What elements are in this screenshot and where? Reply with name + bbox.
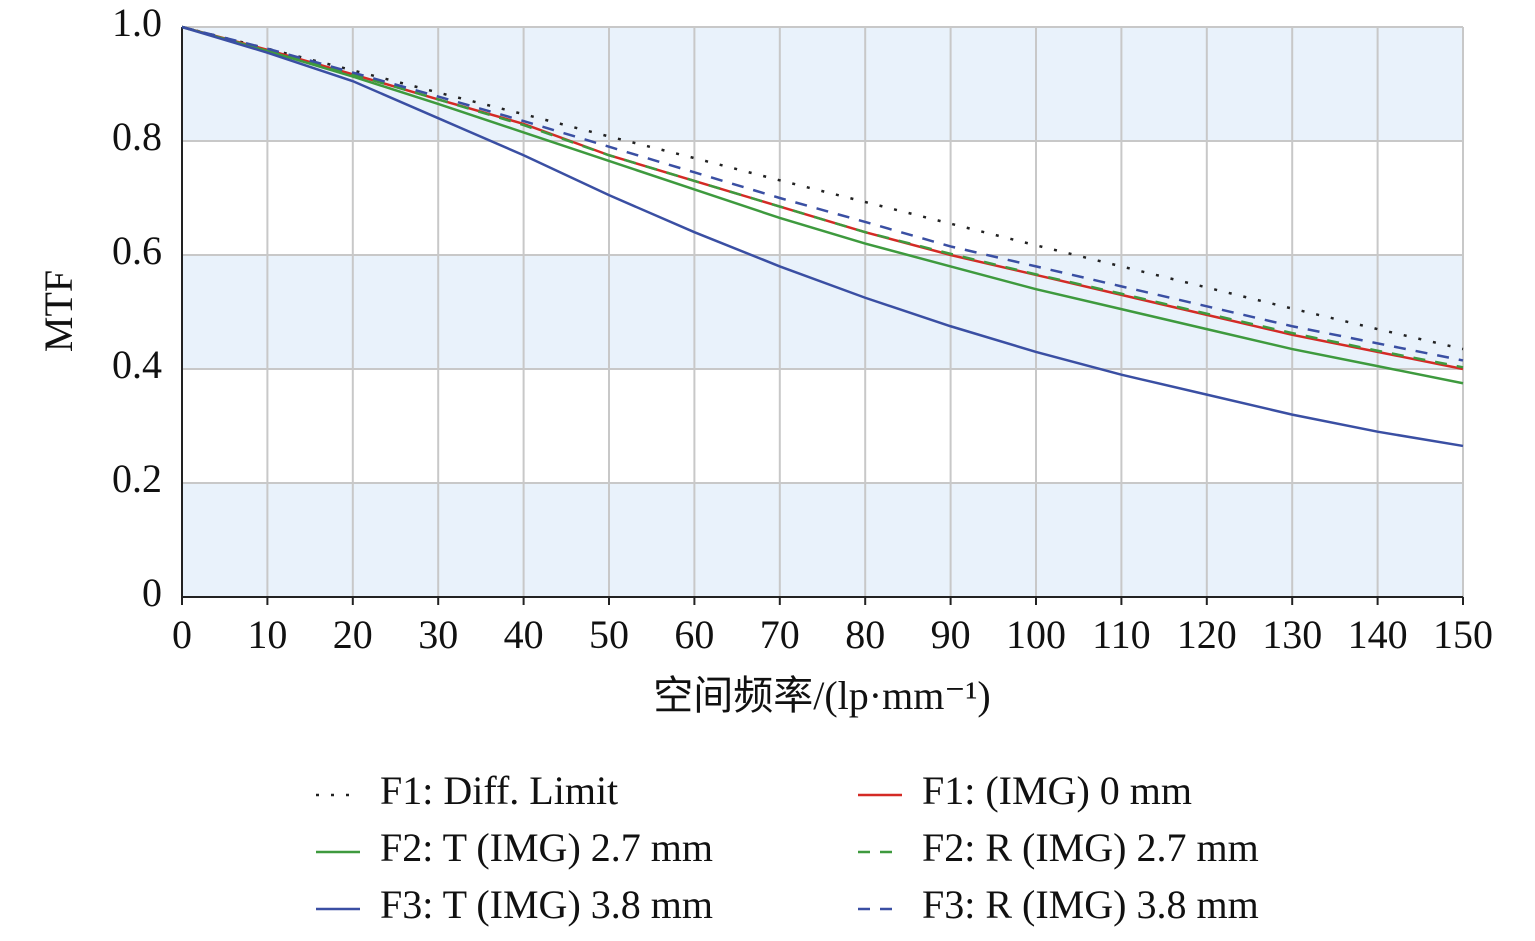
x-axis-label: 空间频率/(lp·mm⁻¹) xyxy=(653,673,991,718)
series-line xyxy=(181,25,1464,385)
x-tick-label: 80 xyxy=(845,612,885,657)
y-tick-label: 0.6 xyxy=(112,228,162,273)
x-tick-label: 0 xyxy=(172,612,192,657)
x-tick-label: 50 xyxy=(589,612,629,657)
x-tick-label: 110 xyxy=(1092,612,1151,657)
y-tick-label: 0.8 xyxy=(112,114,162,159)
x-tick-label: 70 xyxy=(760,612,800,657)
x-tick-label: 60 xyxy=(674,612,714,657)
x-tick-label: 140 xyxy=(1348,612,1408,657)
legend-label: F1: Diff. Limit xyxy=(380,768,618,813)
band xyxy=(182,483,1463,597)
series-line xyxy=(181,25,1464,351)
x-tick-label: 30 xyxy=(418,612,458,657)
plot-background xyxy=(182,27,1463,597)
y-axis-label: MTF xyxy=(36,270,81,352)
y-tick-label: 0.4 xyxy=(112,342,162,387)
legend-label: F3: T (IMG) 3.8 mm xyxy=(380,882,713,927)
x-tick-label: 20 xyxy=(333,612,373,657)
x-tick-label: 150 xyxy=(1433,612,1493,657)
x-tick-label: 90 xyxy=(931,612,971,657)
x-tick-label: 130 xyxy=(1262,612,1322,657)
y-tick-label: 1.0 xyxy=(112,0,162,45)
legend-label: F1: (IMG) 0 mm xyxy=(922,768,1192,813)
x-tick-label: 120 xyxy=(1177,612,1237,657)
y-tick-label: 0.2 xyxy=(112,456,162,501)
series-line xyxy=(181,25,1464,362)
legend-label: F2: R (IMG) 2.7 mm xyxy=(922,825,1259,870)
series-line xyxy=(181,25,1464,369)
series-line xyxy=(181,25,1464,448)
x-tick-label: 10 xyxy=(247,612,287,657)
legend-label: F2: T (IMG) 2.7 mm xyxy=(380,825,713,870)
legend-label: F3: R (IMG) 3.8 mm xyxy=(922,882,1259,927)
y-tick-label: 0 xyxy=(142,570,162,615)
band xyxy=(182,255,1463,369)
x-tick-label: 40 xyxy=(504,612,544,657)
x-tick-label: 100 xyxy=(1006,612,1066,657)
